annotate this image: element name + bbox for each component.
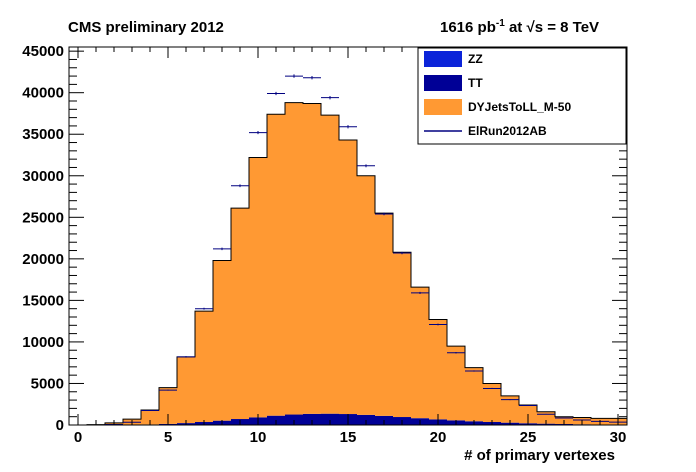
data-point-7 bbox=[195, 307, 213, 310]
lumi-mid: at bbox=[505, 19, 527, 36]
legend-label-elrun2012ab: ElRun2012AB bbox=[468, 124, 547, 138]
data-point-5 bbox=[159, 389, 177, 391]
y-tick-label-0: 0 bbox=[56, 417, 64, 434]
y-tick-label-20000: 20000 bbox=[22, 251, 64, 268]
data-point-17 bbox=[375, 212, 393, 216]
legend-entry-tt: TT bbox=[424, 75, 483, 91]
legend-label-zz: ZZ bbox=[468, 52, 483, 66]
bar-dyjetstoll-m-50-14 bbox=[321, 115, 339, 414]
bar-dyjetstoll-m-50-21 bbox=[447, 346, 465, 421]
lumi-energy: s = 8 TeV bbox=[535, 19, 599, 36]
bar-dyjetstoll-m-50-6 bbox=[177, 356, 195, 424]
bar-tt-16 bbox=[357, 414, 375, 425]
data-point-8 bbox=[213, 247, 231, 251]
bar-dyjetstoll-m-50-23 bbox=[483, 383, 501, 423]
bar-dyjetstoll-m-50-18 bbox=[393, 252, 411, 418]
data-point-9 bbox=[231, 184, 249, 188]
header-right: 1616 pb-1 at √s = 8 TeV bbox=[440, 18, 599, 36]
data-point-18 bbox=[393, 251, 411, 255]
data-points bbox=[105, 74, 627, 426]
bar-dyjetstoll-m-50-15 bbox=[339, 140, 357, 415]
data-point-22 bbox=[465, 370, 483, 372]
x-tick-label-20: 20 bbox=[430, 429, 447, 446]
lumi-exponent: -1 bbox=[496, 18, 505, 29]
legend-entry-dyjetstoll-m-50: DYJetsToLL_M-50 bbox=[424, 99, 571, 115]
data-point-14 bbox=[321, 96, 339, 100]
bar-dyjetstoll-m-50-20 bbox=[429, 319, 447, 420]
bar-tt-13 bbox=[303, 413, 321, 425]
y-tick-label-15000: 15000 bbox=[22, 292, 64, 309]
legend-entry-zz: ZZ bbox=[424, 51, 483, 67]
bar-dyjetstoll-m-50-10 bbox=[249, 157, 267, 418]
header-left: CMS preliminary 2012 bbox=[68, 19, 224, 36]
bar-dyjetstoll-m-50-22 bbox=[465, 367, 483, 422]
legend: ZZ TT DYJetsToLL_M-50 ElRun2012AB bbox=[417, 47, 627, 145]
bar-dyjetstoll-m-50-7 bbox=[195, 311, 213, 423]
bar-dyjetstoll-m-50-19 bbox=[411, 287, 429, 419]
legend-swatch-tt bbox=[424, 75, 462, 91]
y-tick-labels: 0 5000 10000 15000 20000 25000 30000 35000 40000… bbox=[22, 43, 64, 434]
legend-swatch-zz bbox=[424, 51, 462, 67]
x-tick-label-15: 15 bbox=[340, 429, 357, 446]
data-point-21 bbox=[447, 351, 465, 354]
bar-dyjetstoll-m-50-16 bbox=[357, 175, 375, 415]
data-point-24 bbox=[501, 399, 519, 401]
y-tick-label-35000: 35000 bbox=[22, 126, 64, 143]
data-point-10 bbox=[249, 131, 267, 135]
bar-dyjetstoll-m-50-24 bbox=[501, 395, 519, 423]
bar-dyjetstoll-m-50-8 bbox=[213, 260, 231, 421]
x-tick-label-30: 30 bbox=[610, 429, 627, 446]
y-tick-label-25000: 25000 bbox=[22, 209, 64, 226]
stacked-bars bbox=[69, 102, 628, 426]
y-tick-label-30000: 30000 bbox=[22, 168, 64, 185]
data-point-11 bbox=[267, 91, 285, 96]
data-point-20 bbox=[429, 323, 447, 326]
bar-dyjetstoll-m-50-12 bbox=[285, 102, 303, 415]
bar-dyjetstoll-m-50-9 bbox=[231, 208, 249, 420]
lumi-value: 1616 pb bbox=[440, 19, 496, 36]
data-point-23 bbox=[483, 387, 501, 389]
x-tick-label-0: 0 bbox=[74, 429, 82, 446]
data-point-16 bbox=[357, 164, 375, 168]
y-tick-label-40000: 40000 bbox=[22, 85, 64, 102]
data-point-4 bbox=[141, 409, 159, 411]
bar-dyjetstoll-m-50-5 bbox=[159, 387, 177, 424]
x-axis-label: # of primary vertexes bbox=[464, 447, 615, 464]
bar-dyjetstoll-m-50-26 bbox=[537, 411, 555, 424]
y-tick-label-45000: 45000 bbox=[22, 43, 64, 60]
bar-dyjetstoll-m-50-11 bbox=[267, 114, 285, 416]
bar-dyjetstoll-m-50-4 bbox=[141, 410, 159, 425]
axis-ticks bbox=[69, 47, 627, 426]
data-point-19 bbox=[411, 291, 429, 294]
x-tick-label-5: 5 bbox=[164, 429, 172, 446]
bar-tt-12 bbox=[285, 414, 303, 425]
bar-tt-14 bbox=[321, 413, 339, 425]
legend-label-dyjetstoll-m-50: DYJetsToLL_M-50 bbox=[468, 100, 571, 114]
x-tick-label-10: 10 bbox=[250, 429, 267, 446]
legend-swatch-dyjetstoll-m-50 bbox=[424, 99, 462, 115]
data-point-25 bbox=[519, 404, 537, 406]
x-tick-labels: 0 5 10 15 20 25 30 bbox=[74, 429, 627, 446]
data-point-6 bbox=[177, 356, 195, 358]
legend-entry-elrun2012ab: ElRun2012AB bbox=[424, 124, 547, 138]
bar-dyjetstoll-m-50-13 bbox=[303, 103, 321, 414]
data-point-13 bbox=[303, 76, 321, 80]
data-point-26 bbox=[537, 413, 555, 415]
sqrt-symbol: √ bbox=[526, 19, 535, 36]
data-point-12 bbox=[285, 74, 303, 78]
x-tick-label-25: 25 bbox=[520, 429, 537, 446]
y-tick-label-5000: 5000 bbox=[31, 375, 64, 392]
legend-label-tt: TT bbox=[468, 76, 483, 90]
y-tick-label-10000: 10000 bbox=[22, 334, 64, 351]
bar-dyjetstoll-m-50-17 bbox=[375, 213, 393, 416]
data-point-15 bbox=[339, 125, 357, 129]
